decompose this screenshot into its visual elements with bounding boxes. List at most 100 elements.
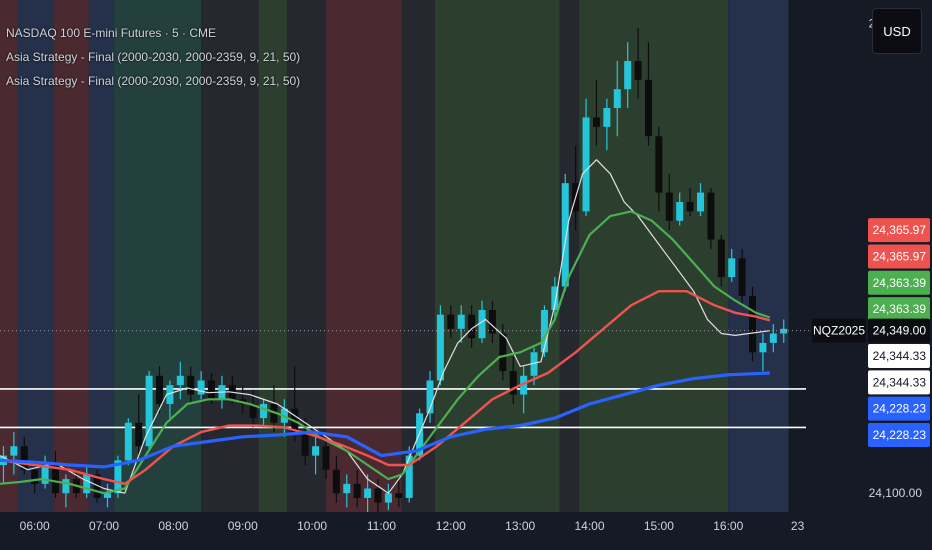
candle[interactable] bbox=[613, 61, 621, 137]
candle[interactable] bbox=[156, 366, 164, 414]
candle[interactable] bbox=[364, 474, 372, 512]
candle[interactable] bbox=[780, 319, 788, 343]
candle[interactable] bbox=[561, 173, 569, 292]
candle-body bbox=[208, 380, 216, 400]
candle-body bbox=[696, 192, 704, 212]
candle-body bbox=[488, 310, 496, 334]
candle-body bbox=[83, 474, 91, 494]
price-label-text: 24,228.23 bbox=[873, 402, 927, 416]
candle[interactable] bbox=[644, 42, 652, 146]
time-tick-label: 10:00 bbox=[297, 519, 327, 533]
candle[interactable] bbox=[166, 380, 174, 419]
candle[interactable] bbox=[93, 469, 101, 503]
candle[interactable] bbox=[447, 305, 455, 339]
candle[interactable] bbox=[187, 366, 195, 404]
candle[interactable] bbox=[135, 394, 143, 456]
candle-body bbox=[260, 403, 268, 419]
candle[interactable] bbox=[655, 126, 663, 212]
time-tick-label: 23 bbox=[791, 519, 805, 533]
candle-body bbox=[166, 385, 174, 404]
candle-body bbox=[665, 192, 673, 221]
price-label-text: 24,365.97 bbox=[873, 249, 927, 263]
price-label: 24,365.97 bbox=[868, 244, 930, 269]
candle[interactable] bbox=[10, 432, 18, 475]
price-label-text: 24,349.00 bbox=[873, 324, 927, 338]
candle[interactable] bbox=[665, 173, 673, 231]
candle-body bbox=[343, 483, 351, 494]
candle[interactable] bbox=[353, 469, 361, 508]
candle-body bbox=[634, 61, 642, 80]
indicator-legend-2[interactable]: Asia Strategy - Final (2000-2030, 2000-2… bbox=[6, 74, 301, 88]
candle-body bbox=[187, 375, 195, 395]
candle[interactable] bbox=[728, 248, 736, 282]
candle[interactable] bbox=[426, 371, 434, 423]
candle[interactable] bbox=[41, 455, 49, 489]
candle-body bbox=[176, 375, 184, 386]
candle-body bbox=[624, 61, 632, 90]
candle[interactable] bbox=[676, 192, 684, 226]
candle[interactable] bbox=[104, 483, 112, 508]
candle-body bbox=[135, 422, 143, 447]
candle[interactable] bbox=[488, 300, 496, 343]
candle[interactable] bbox=[62, 474, 70, 508]
candle[interactable] bbox=[468, 305, 476, 348]
candle-body bbox=[561, 183, 569, 287]
time-tick-label: 09:00 bbox=[228, 519, 258, 533]
candle[interactable] bbox=[405, 446, 413, 503]
candle-body bbox=[322, 446, 330, 470]
candle-body bbox=[114, 460, 122, 494]
candle[interactable] bbox=[384, 483, 392, 511]
currency-button[interactable]: USD bbox=[872, 8, 922, 54]
price-label: 24,344.33 bbox=[868, 344, 930, 369]
price-labels: 24,365.97 24,365.97 24,363.39 24,363.39 24,3… bbox=[868, 218, 930, 447]
candle[interactable] bbox=[592, 79, 600, 146]
candle-body bbox=[426, 380, 434, 414]
candle[interactable] bbox=[176, 361, 184, 400]
indicator-legend-1[interactable]: Asia Strategy - Final (2000-2030, 2000-2… bbox=[6, 50, 301, 64]
candle[interactable] bbox=[197, 371, 205, 400]
candle[interactable] bbox=[457, 305, 465, 343]
candle[interactable] bbox=[707, 187, 715, 249]
candle[interactable] bbox=[738, 248, 746, 306]
price-label: 24,349.00 bbox=[868, 318, 930, 343]
time-tick-label: 07:00 bbox=[89, 519, 119, 533]
candle[interactable] bbox=[582, 98, 590, 217]
sma-line bbox=[0, 371, 770, 469]
candle-body bbox=[613, 89, 621, 109]
candle[interactable] bbox=[301, 418, 309, 466]
candle[interactable] bbox=[83, 465, 91, 498]
candle[interactable] bbox=[51, 450, 59, 498]
candle[interactable] bbox=[696, 183, 704, 217]
price-label-text: 24,363.39 bbox=[873, 276, 927, 290]
candle[interactable] bbox=[603, 98, 611, 151]
price-label-text: 24,344.33 bbox=[873, 349, 927, 363]
candle[interactable] bbox=[634, 28, 642, 99]
candle[interactable] bbox=[332, 455, 340, 503]
candle[interactable] bbox=[769, 324, 777, 353]
candle[interactable] bbox=[436, 305, 444, 386]
candle[interactable] bbox=[520, 366, 528, 414]
candle[interactable] bbox=[717, 234, 725, 287]
candle-body bbox=[509, 371, 517, 395]
candle[interactable] bbox=[374, 479, 382, 512]
candle[interactable] bbox=[499, 324, 507, 381]
candle[interactable] bbox=[749, 286, 757, 362]
candle[interactable] bbox=[686, 187, 694, 217]
candle[interactable] bbox=[145, 371, 153, 451]
time-tick-label: 11:00 bbox=[367, 519, 396, 533]
candle[interactable] bbox=[624, 42, 632, 109]
candle[interactable] bbox=[759, 333, 767, 372]
price-label-text: 24,365.97 bbox=[873, 223, 927, 237]
candle-body bbox=[738, 258, 746, 296]
candle[interactable] bbox=[260, 399, 268, 428]
candle[interactable] bbox=[124, 418, 132, 466]
price-label-bg bbox=[868, 218, 930, 243]
candle[interactable] bbox=[509, 356, 517, 404]
candle-body bbox=[395, 493, 403, 498]
time-tick-label: 06:00 bbox=[20, 519, 50, 533]
candle-body bbox=[301, 432, 309, 456]
candle[interactable] bbox=[312, 436, 320, 475]
candle[interactable] bbox=[551, 277, 559, 320]
candle[interactable] bbox=[343, 474, 351, 508]
candle[interactable] bbox=[395, 479, 403, 508]
